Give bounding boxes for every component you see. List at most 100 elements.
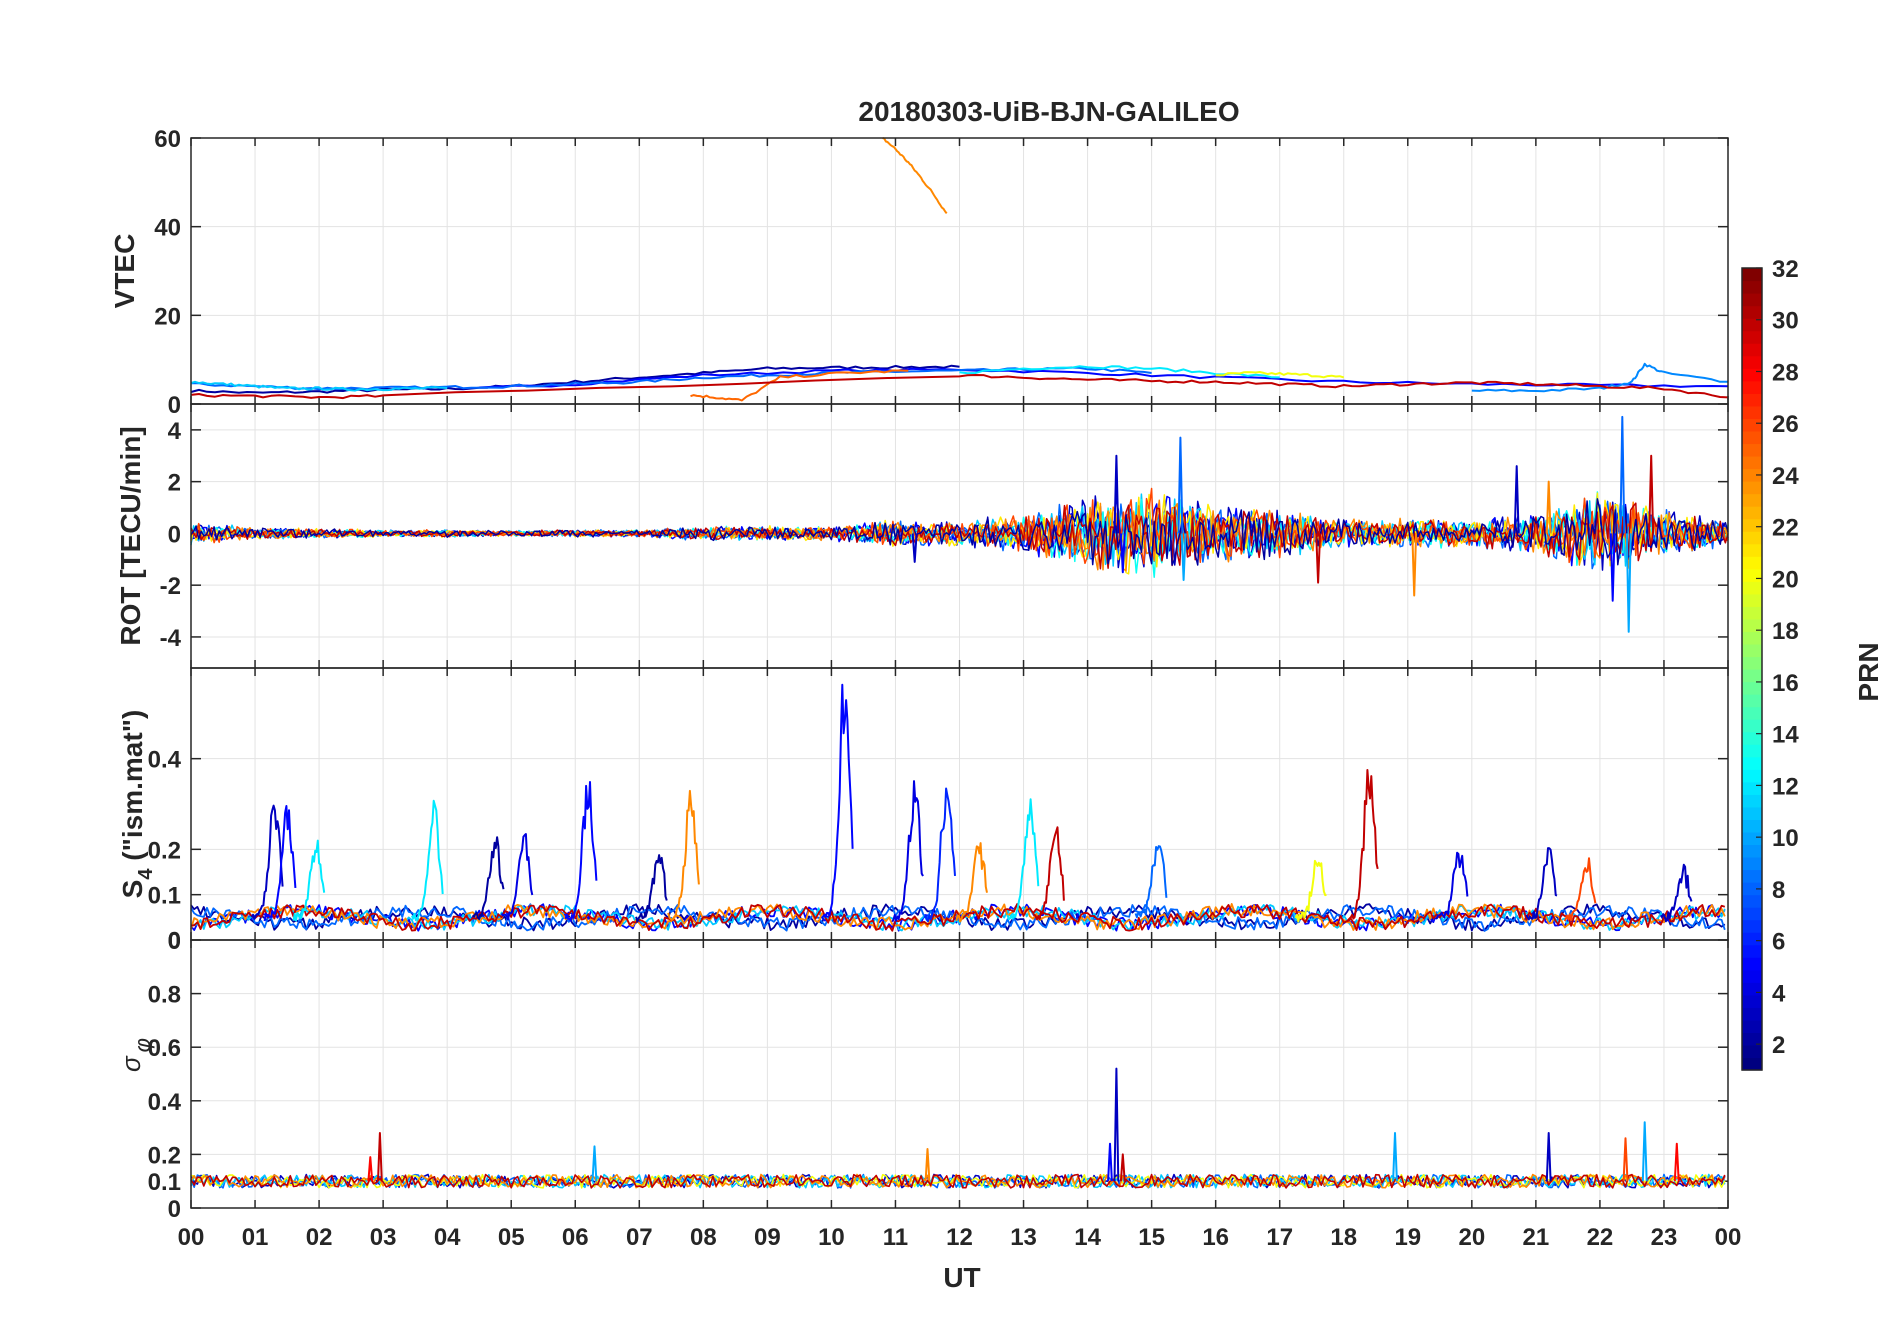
y-tick-label: 0 <box>168 928 181 955</box>
s4-peak-prn-12 <box>292 839 326 922</box>
y-tick-label: 0.1 <box>148 883 181 910</box>
s4-peak-prn-26 <box>1563 857 1597 922</box>
colorbar-segment <box>1742 531 1762 545</box>
s4-peak-prn-24 <box>955 842 988 923</box>
colorbar-segment <box>1742 493 1762 507</box>
colorbar-segment <box>1742 618 1762 633</box>
rot-trace-prn-21 <box>190 492 1729 575</box>
colorbar-segment <box>1742 543 1762 557</box>
colorbar-segment <box>1742 944 1762 958</box>
colorbar-tick-label: 22 <box>1772 515 1799 542</box>
x-tick-label: 02 <box>306 1224 333 1251</box>
colorbar-segment <box>1742 418 1762 432</box>
x-tick-label: 23 <box>1651 1224 1678 1251</box>
rot-spike <box>1177 436 1184 534</box>
colorbar-segment <box>1742 506 1762 520</box>
colorbar-segment <box>1742 831 1762 846</box>
colorbar-segment <box>1742 819 1762 833</box>
chart-title: 20180303-UiB-BJN-GALILEO <box>858 96 1239 127</box>
colorbar-segment <box>1742 568 1762 582</box>
y-axis-label-sigma: σφ <box>116 1038 155 1072</box>
colorbar-segment <box>1742 994 1762 1008</box>
colorbar-label: PRN <box>1853 642 1884 701</box>
colorbar-segment <box>1742 869 1762 883</box>
panel-4: 00.10.2 0.4 0.6 0.8 <box>148 939 1729 1223</box>
x-tick-label: 19 <box>1394 1224 1421 1251</box>
colorbar-frame <box>1741 267 1763 1071</box>
rot-spike <box>1648 454 1655 534</box>
colorbar-segment <box>1742 907 1762 921</box>
s4-peak-prn-5 <box>564 781 598 922</box>
s4-peak-prn-12 <box>1006 798 1040 921</box>
s4-peak-prn-5 <box>263 805 297 922</box>
colorbar-segment <box>1742 280 1762 294</box>
x-tick-label: 16 <box>1202 1224 1229 1251</box>
rot-spike <box>1411 533 1418 597</box>
colorbar-segment <box>1742 581 1762 595</box>
colorbar-tick-label: 18 <box>1772 618 1799 645</box>
x-tick-label: 07 <box>626 1224 653 1251</box>
colorbar-segment <box>1742 430 1762 445</box>
y-tick-label: 0 <box>168 392 181 419</box>
s4-baseline-prn-11 <box>190 903 1726 932</box>
y-tick-label: 0 <box>168 521 181 548</box>
rot-spike <box>1609 533 1616 602</box>
colorbar-segment <box>1742 756 1762 770</box>
colorbar-tick-label: 8 <box>1772 877 1785 904</box>
sigma-peak-prn-26 <box>1622 1137 1629 1182</box>
s4-peak-prn-2 <box>635 854 668 923</box>
rot-trace-prn-2 <box>190 498 1729 566</box>
sigma-peak-prn-5 <box>1107 1142 1113 1182</box>
colorbar-segment <box>1742 380 1762 394</box>
colorbar-segment <box>1742 694 1762 708</box>
colorbar-segment <box>1742 318 1762 332</box>
colorbar-tick-label: 32 <box>1772 256 1799 283</box>
x-tick-label: 05 <box>498 1224 525 1251</box>
colorbar-segment <box>1742 1007 1762 1021</box>
colorbar-tick-label: 28 <box>1772 359 1799 386</box>
colorbar-segment <box>1742 719 1762 733</box>
x-tick-label: 12 <box>946 1224 973 1251</box>
y-axis-label-rot: ROT [TECU/min] <box>115 426 146 645</box>
colorbar-tick-label: 30 <box>1772 308 1799 335</box>
s4-peak-prn-4 <box>891 780 924 923</box>
y-tick-label: 0.2 <box>148 837 181 864</box>
colorbar-segment <box>1742 969 1762 983</box>
y-tick-label: -2 <box>160 573 181 600</box>
colorbar-segment <box>1742 293 1762 307</box>
colorbar-segment <box>1742 731 1762 745</box>
rot-spike <box>911 533 918 563</box>
colorbar-segment <box>1742 794 1762 808</box>
panel-1: 0 20 40 60 <box>154 126 1729 419</box>
rot-spike <box>1513 465 1520 534</box>
y-tick-label: 20 <box>154 303 181 330</box>
sigma-peak-prn-28 <box>1673 1142 1680 1182</box>
colorbar-tick-label: 16 <box>1772 670 1799 697</box>
x-tick-label: 18 <box>1330 1224 1357 1251</box>
colorbar-segment <box>1742 882 1762 896</box>
y-tick-label: 4 <box>168 418 182 445</box>
s4-peak-prn-3 <box>1659 863 1693 923</box>
panel-data <box>190 415 1729 633</box>
x-tick-label: 10 <box>818 1224 845 1251</box>
sigma-peak-prn-3 <box>1545 1132 1552 1182</box>
colorbar-segment <box>1742 606 1762 620</box>
s4-peak-prn-12 <box>410 799 444 922</box>
y-tick-label: 0.8 <box>148 982 181 1009</box>
panel-3: 000.10.20.4 <box>148 667 1729 955</box>
colorbar-segment <box>1742 744 1762 758</box>
s4-peak-prn-4 <box>1435 851 1469 919</box>
x-tick-label: 04 <box>434 1224 461 1251</box>
panel-2: -4 -2 0 2 4 <box>160 403 1729 669</box>
y-tick-label: 0.6 <box>148 1035 181 1062</box>
colorbar-segment <box>1742 631 1762 645</box>
vtec-series-prn-9 <box>1471 362 1728 393</box>
y-tick-label: 0.1 <box>148 1169 181 1196</box>
rot-spike <box>1625 533 1632 633</box>
colorbar-segment <box>1742 355 1762 369</box>
colorbar-segment <box>1742 706 1762 720</box>
colorbar-segment <box>1742 656 1762 670</box>
x-axis-label: UT <box>943 1262 980 1293</box>
s4-peak-prn-6 <box>923 787 956 923</box>
y-tick-label: 0.4 <box>148 1089 182 1116</box>
